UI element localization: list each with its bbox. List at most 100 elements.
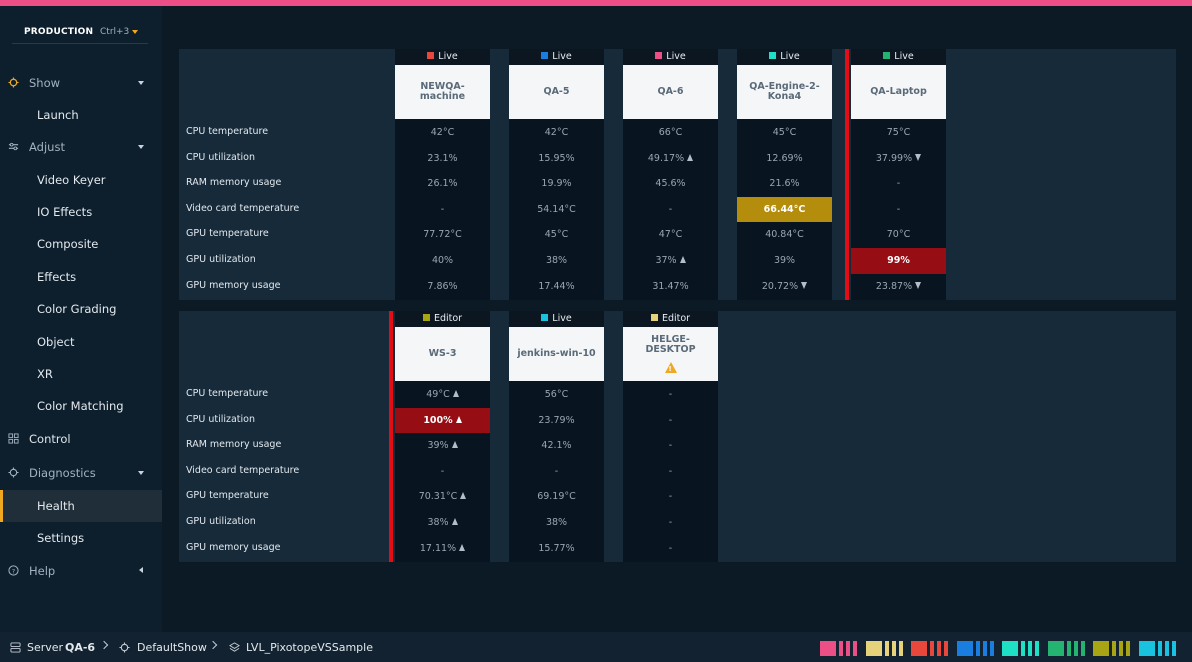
status-color-square	[650, 314, 658, 321]
sidebar-item-diagnostics[interactable]: Diagnostics	[0, 457, 162, 489]
metric-value: -	[668, 440, 673, 452]
metric-value: 47°C	[658, 229, 683, 241]
metric-value: 42°C	[544, 127, 569, 138]
machine-column	[623, 119, 718, 301]
machine-header[interactable]: Live QA-Engine-2-Kona4	[737, 49, 832, 119]
trend-up-icon	[451, 441, 458, 449]
status-color-square	[427, 52, 435, 59]
status-text: Editor	[433, 313, 463, 324]
environment-selector[interactable]: PRODUCTION Ctrl+3	[12, 20, 148, 44]
chevron-left-icon	[139, 567, 143, 573]
metric-label: Video card temperature	[186, 464, 300, 476]
machine-header[interactable]: Editor HELGE-DESKTOP	[623, 311, 718, 381]
sidebar-item-video-keyer[interactable]: Video Keyer	[0, 164, 162, 196]
health-panel: CPU temperature CPU utilization RAM memory…	[179, 311, 1176, 563]
status-text: Live	[438, 51, 458, 62]
sidebar-item-show[interactable]: Show	[0, 67, 162, 99]
trend-up-icon	[451, 518, 458, 525]
status-text: Live	[894, 51, 914, 62]
metric-value: 37%	[623, 248, 718, 274]
metric-label: Video card temperature	[186, 202, 300, 214]
sliders-icon	[8, 142, 19, 151]
metric-label: CPU temperature	[186, 126, 269, 137]
level-name[interactable]: LVL_PixotopeVSSample	[246, 641, 373, 654]
status-color-square	[883, 52, 891, 59]
trend-down-icon	[915, 153, 922, 161]
server-name[interactable]: QA-6	[65, 641, 96, 654]
sidebar-item-health[interactable]: Health	[0, 490, 162, 522]
show-icon	[119, 642, 130, 653]
metric-value: 17.11%	[395, 536, 490, 562]
chevron-down-icon	[132, 30, 138, 34]
trend-down-icon	[801, 281, 808, 289]
sidebar-item-label: Video Keyer	[37, 173, 106, 187]
metric-label: GPU utilization	[186, 516, 256, 527]
sidebar-item-adjust[interactable]: Adjust	[0, 131, 162, 163]
status-badge: Live	[623, 49, 718, 65]
svg-text:?: ?	[12, 567, 15, 575]
sidebar-item-label: Help	[29, 564, 56, 578]
metric-value: 31.47%	[652, 280, 689, 292]
sidebar-item-launch[interactable]: Launch	[0, 99, 162, 131]
metric-value: 20.72%	[737, 274, 832, 300]
metric-value: 49.17%	[623, 146, 718, 172]
sidebar-item-label: XR	[37, 367, 53, 381]
trend-up-icon	[687, 153, 694, 161]
metric-value: -	[440, 465, 445, 477]
sidebar-item-composite[interactable]: Composite	[0, 228, 162, 260]
metric-value: 39%	[395, 433, 490, 459]
sidebar-item-effects[interactable]: Effects	[0, 261, 162, 293]
metric-value: 45.6%	[655, 178, 686, 190]
metric-value: 23.79%	[538, 414, 575, 426]
status-badge: Editor	[395, 311, 490, 327]
sidebar-item-control[interactable]: Control	[0, 423, 162, 455]
trend-up-icon	[459, 543, 466, 551]
show-name[interactable]: DefaultShow	[137, 641, 207, 654]
metric-value: 26.1%	[427, 178, 458, 190]
sidebar-item-color-grading[interactable]: Color Grading	[0, 293, 162, 325]
metric-value: -	[896, 178, 901, 190]
sidebar-item-color-matching[interactable]: Color Matching	[0, 390, 162, 422]
status-color-square	[541, 52, 549, 59]
metric-value: 66.44°C	[737, 196, 832, 223]
chevron-down-icon	[138, 145, 144, 149]
metric-value: 19.9%	[541, 178, 572, 190]
diagnostics-icon	[8, 467, 19, 478]
sidebar-item-label: Settings	[37, 531, 85, 545]
sidebar-item-object[interactable]: Object	[0, 326, 162, 358]
machine-header[interactable]: Live QA-5	[509, 49, 604, 119]
metric-value: -	[554, 465, 559, 477]
metric-label: RAM memory usage	[186, 177, 282, 189]
metric-value: -	[668, 465, 673, 477]
machine-header[interactable]: Live NEWQA-machine	[395, 49, 490, 119]
sidebar-item-help[interactable]: ? Help	[0, 555, 162, 587]
machine-header[interactable]: Live jenkins-win-10	[509, 311, 604, 381]
server-icon	[10, 642, 21, 653]
machine-header[interactable]: Live QA-6	[623, 49, 718, 119]
trend-up-icon	[452, 390, 459, 397]
sidebar-item-label: Show	[29, 76, 61, 90]
metric-label: RAM memory usage	[186, 439, 282, 451]
metric-value: 38%	[545, 255, 568, 266]
status-bar: Server QA-6 DefaultShow LVL_PixotopeVSSa…	[0, 632, 1192, 662]
chevron-down-icon	[138, 81, 144, 85]
sidebar-item-label: Adjust	[29, 140, 65, 154]
metric-value: -	[668, 491, 673, 503]
alert-bar	[845, 49, 849, 301]
metric-value: 45°C	[772, 127, 797, 138]
environment-shortcut: Ctrl+3	[100, 27, 130, 37]
status-badge: Live	[509, 311, 604, 327]
sidebar-item-io-effects[interactable]: IO Effects	[0, 196, 162, 228]
machine-column	[623, 381, 718, 563]
machine-column	[509, 381, 604, 563]
sidebar-item-label: Health	[37, 499, 75, 513]
metric-value: -	[668, 203, 673, 215]
sidebar-item-settings[interactable]: Settings	[0, 522, 162, 554]
machine-header[interactable]: Editor WS-3	[395, 311, 490, 381]
machine-header[interactable]: Live QA-Laptop	[851, 49, 946, 119]
metric-value: 42.1%	[541, 440, 572, 452]
sidebar-item-label: Object	[37, 335, 75, 349]
metric-value: 70°C	[886, 229, 911, 241]
sidebar: PRODUCTION Ctrl+3 Show Launch Adjust Vid…	[0, 6, 162, 632]
sidebar-item-xr[interactable]: XR	[0, 358, 162, 390]
